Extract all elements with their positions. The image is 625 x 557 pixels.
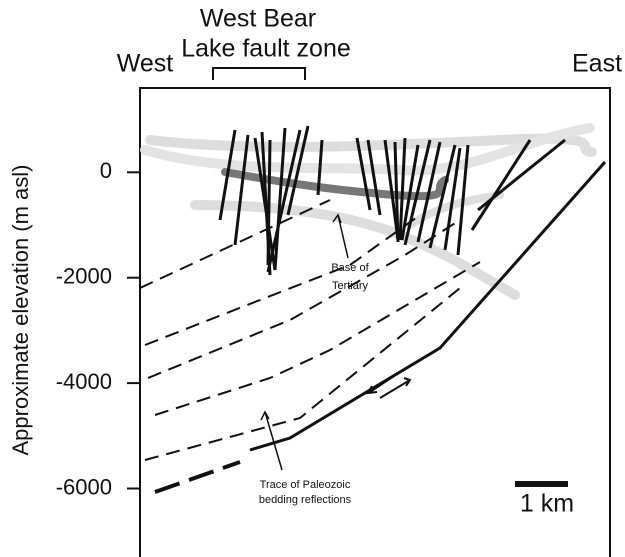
paleozoic-label: Trace of Paleozoic	[260, 479, 351, 491]
west-label: West	[117, 50, 174, 78]
tick-label: 0	[100, 158, 112, 183]
tick-label: -4000	[56, 369, 112, 394]
diagram: West Bear Lake fault zone West East Appr…	[0, 0, 625, 557]
bedding-reflections	[140, 200, 480, 460]
scale-bar	[515, 481, 568, 487]
tertiary-label: Tertiary	[332, 280, 369, 292]
tick-label: -6000	[56, 474, 112, 499]
tertiary-label: Base of	[331, 262, 369, 274]
page: West Bear Lake fault zone West East Appr…	[0, 0, 625, 557]
paleozoic-label: bedding reflections	[259, 494, 352, 506]
zone-title: West Bear	[200, 5, 316, 33]
east-label: East	[572, 50, 622, 78]
ticks: 0 -2000 -4000 -6000	[56, 158, 140, 499]
zone-title: Lake fault zone	[181, 35, 351, 63]
scale-label: 1 km	[520, 490, 574, 518]
axis-label: Approximate elevation (m asl)	[8, 164, 33, 455]
tick-label: -2000	[56, 264, 112, 289]
zone-bracket	[213, 68, 305, 80]
